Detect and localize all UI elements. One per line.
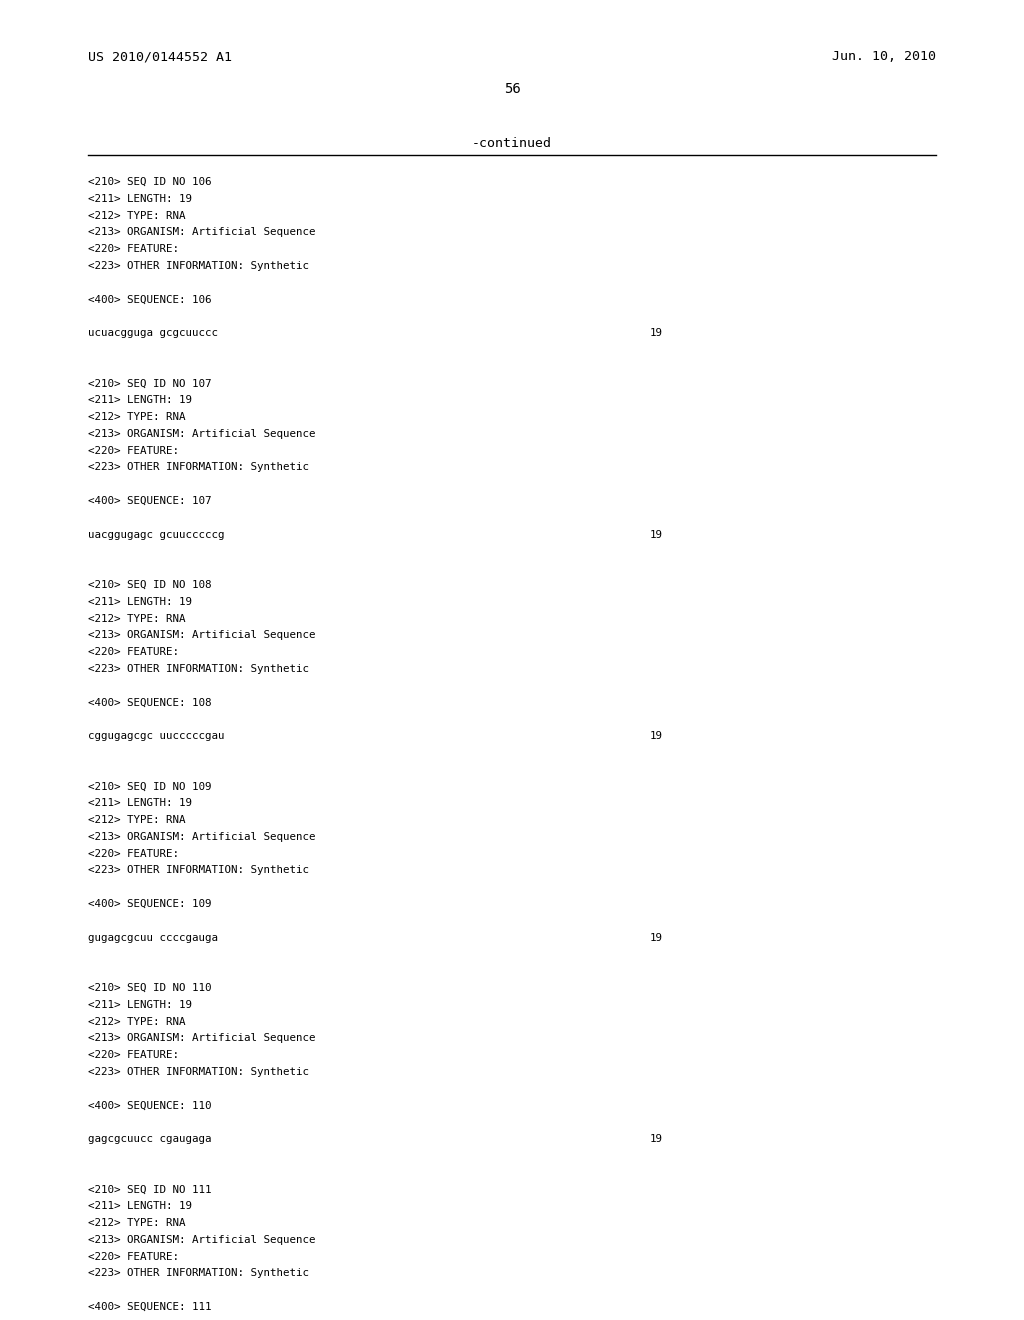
Text: 19: 19 [650, 731, 663, 741]
Text: 19: 19 [650, 933, 663, 942]
Text: ucuacgguga gcgcuuccc: ucuacgguga gcgcuuccc [88, 329, 218, 338]
Text: -continued: -continued [472, 137, 552, 150]
Text: <400> SEQUENCE: 106: <400> SEQUENCE: 106 [88, 294, 212, 305]
Text: gagcgcuucc cgaugaga: gagcgcuucc cgaugaga [88, 1134, 212, 1144]
Text: <210> SEQ ID NO 109: <210> SEQ ID NO 109 [88, 781, 212, 792]
Text: <213> ORGANISM: Artificial Sequence: <213> ORGANISM: Artificial Sequence [88, 631, 315, 640]
Text: <223> OTHER INFORMATION: Synthetic: <223> OTHER INFORMATION: Synthetic [88, 1269, 309, 1279]
Text: <220> FEATURE:: <220> FEATURE: [88, 1051, 179, 1060]
Text: <213> ORGANISM: Artificial Sequence: <213> ORGANISM: Artificial Sequence [88, 429, 315, 438]
Text: 56: 56 [504, 82, 520, 96]
Text: US 2010/0144552 A1: US 2010/0144552 A1 [88, 50, 232, 63]
Text: <210> SEQ ID NO 110: <210> SEQ ID NO 110 [88, 983, 212, 993]
Text: <211> LENGTH: 19: <211> LENGTH: 19 [88, 999, 193, 1010]
Text: cggugagcgc uucccccgau: cggugagcgc uucccccgau [88, 731, 224, 741]
Text: <211> LENGTH: 19: <211> LENGTH: 19 [88, 1201, 193, 1212]
Text: 19: 19 [650, 1134, 663, 1144]
Text: <210> SEQ ID NO 111: <210> SEQ ID NO 111 [88, 1184, 212, 1195]
Text: <400> SEQUENCE: 108: <400> SEQUENCE: 108 [88, 697, 212, 708]
Text: <211> LENGTH: 19: <211> LENGTH: 19 [88, 395, 193, 405]
Text: <223> OTHER INFORMATION: Synthetic: <223> OTHER INFORMATION: Synthetic [88, 261, 309, 271]
Text: <220> FEATURE:: <220> FEATURE: [88, 647, 179, 657]
Text: <223> OTHER INFORMATION: Synthetic: <223> OTHER INFORMATION: Synthetic [88, 664, 309, 675]
Text: <400> SEQUENCE: 110: <400> SEQUENCE: 110 [88, 1101, 212, 1110]
Text: <213> ORGANISM: Artificial Sequence: <213> ORGANISM: Artificial Sequence [88, 227, 315, 238]
Text: <220> FEATURE:: <220> FEATURE: [88, 244, 179, 255]
Text: <223> OTHER INFORMATION: Synthetic: <223> OTHER INFORMATION: Synthetic [88, 462, 309, 473]
Text: <223> OTHER INFORMATION: Synthetic: <223> OTHER INFORMATION: Synthetic [88, 866, 309, 875]
Text: 19: 19 [650, 529, 663, 540]
Text: <211> LENGTH: 19: <211> LENGTH: 19 [88, 597, 193, 607]
Text: <210> SEQ ID NO 106: <210> SEQ ID NO 106 [88, 177, 212, 187]
Text: <212> TYPE: RNA: <212> TYPE: RNA [88, 1218, 185, 1228]
Text: gugagcgcuu ccccgauga: gugagcgcuu ccccgauga [88, 933, 218, 942]
Text: Jun. 10, 2010: Jun. 10, 2010 [831, 50, 936, 63]
Text: <212> TYPE: RNA: <212> TYPE: RNA [88, 614, 185, 623]
Text: <220> FEATURE:: <220> FEATURE: [88, 849, 179, 859]
Text: <213> ORGANISM: Artificial Sequence: <213> ORGANISM: Artificial Sequence [88, 1236, 315, 1245]
Text: <212> TYPE: RNA: <212> TYPE: RNA [88, 814, 185, 825]
Text: <400> SEQUENCE: 111: <400> SEQUENCE: 111 [88, 1302, 212, 1312]
Text: 19: 19 [650, 329, 663, 338]
Text: <212> TYPE: RNA: <212> TYPE: RNA [88, 412, 185, 422]
Text: <400> SEQUENCE: 109: <400> SEQUENCE: 109 [88, 899, 212, 909]
Text: <213> ORGANISM: Artificial Sequence: <213> ORGANISM: Artificial Sequence [88, 1034, 315, 1043]
Text: <211> LENGTH: 19: <211> LENGTH: 19 [88, 799, 193, 808]
Text: <211> LENGTH: 19: <211> LENGTH: 19 [88, 194, 193, 203]
Text: <213> ORGANISM: Artificial Sequence: <213> ORGANISM: Artificial Sequence [88, 832, 315, 842]
Text: <210> SEQ ID NO 108: <210> SEQ ID NO 108 [88, 579, 212, 590]
Text: <223> OTHER INFORMATION: Synthetic: <223> OTHER INFORMATION: Synthetic [88, 1067, 309, 1077]
Text: <212> TYPE: RNA: <212> TYPE: RNA [88, 1016, 185, 1027]
Text: <220> FEATURE:: <220> FEATURE: [88, 446, 179, 455]
Text: uacggugagc gcuucccccg: uacggugagc gcuucccccg [88, 529, 224, 540]
Text: <210> SEQ ID NO 107: <210> SEQ ID NO 107 [88, 379, 212, 388]
Text: <220> FEATURE:: <220> FEATURE: [88, 1251, 179, 1262]
Text: <212> TYPE: RNA: <212> TYPE: RNA [88, 211, 185, 220]
Text: <400> SEQUENCE: 107: <400> SEQUENCE: 107 [88, 496, 212, 506]
